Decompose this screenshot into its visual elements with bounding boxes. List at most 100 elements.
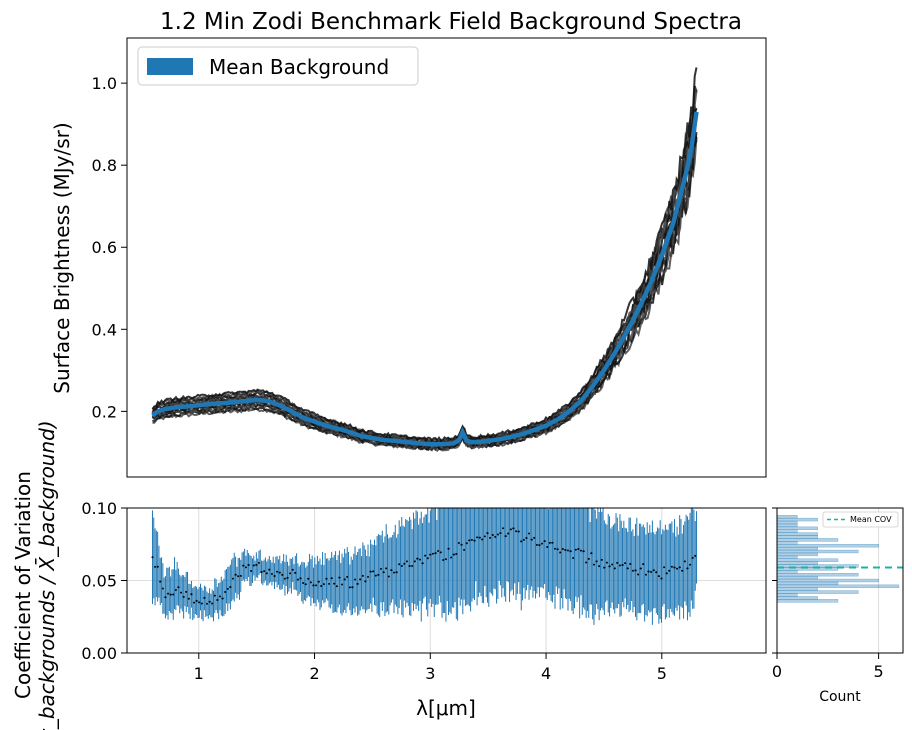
cov-point	[616, 561, 619, 564]
individual-spectrum	[152, 85, 698, 444]
cov-point	[255, 563, 258, 566]
cov-point	[574, 548, 577, 551]
cov-point	[517, 530, 520, 533]
histogram-bar	[776, 535, 818, 539]
cov-point	[634, 569, 637, 572]
cov-point	[224, 591, 227, 594]
cov-point	[244, 566, 247, 569]
histogram-bar	[776, 532, 818, 536]
bottom-x-tick-label: 4	[541, 664, 551, 683]
histogram-bar	[776, 570, 798, 574]
histogram-bar	[776, 584, 900, 588]
cov-point	[239, 574, 242, 577]
cov-point	[400, 564, 403, 567]
cov-point	[522, 538, 525, 541]
cov-point	[535, 543, 538, 546]
cov-point	[431, 552, 434, 555]
cov-point	[520, 540, 523, 543]
cov-point	[598, 565, 601, 568]
cov-point	[418, 558, 421, 561]
cov-point	[499, 532, 502, 535]
bottom-y-ticks: 0.00 0.05 0.10	[81, 499, 127, 663]
cov-point	[299, 577, 302, 580]
cov-point	[494, 535, 497, 538]
cov-point	[237, 575, 240, 578]
cov-point	[200, 602, 203, 605]
cov-point	[351, 586, 354, 589]
cov-point	[582, 550, 585, 553]
cov-point	[650, 571, 653, 574]
histogram-bar	[776, 549, 859, 554]
cov-point	[618, 564, 621, 567]
cov-point	[595, 560, 598, 563]
histogram-y-ticks	[772, 507, 777, 654]
cov-point	[413, 560, 416, 563]
cov-point	[359, 578, 362, 581]
top-legend: Mean Background	[137, 46, 419, 86]
cov-point	[395, 571, 398, 574]
cov-point	[463, 548, 466, 551]
cov-point	[590, 552, 593, 555]
cov-point	[681, 569, 684, 572]
cov-point	[476, 536, 479, 539]
cov-point	[185, 590, 188, 593]
top-y-tick-label: 1.0	[92, 74, 117, 93]
cov-point	[694, 554, 697, 557]
cov-point	[177, 586, 180, 589]
cov-point	[247, 564, 250, 567]
cov-point	[328, 582, 331, 585]
cov-point	[382, 571, 385, 574]
cov-point	[276, 570, 279, 573]
bottom-y-tick-label: 0.05	[81, 572, 117, 591]
mean-background-line	[151, 111, 699, 447]
histogram-bar	[776, 587, 818, 591]
cov-point	[203, 596, 206, 599]
cov-point	[354, 578, 357, 581]
cov-point	[442, 559, 445, 562]
bottom-x-tick-label: 1	[194, 664, 204, 683]
cov-point	[234, 573, 237, 576]
cov-point	[528, 532, 531, 535]
histogram-bar	[776, 555, 798, 559]
cov-point	[457, 542, 460, 545]
cov-point	[286, 576, 289, 579]
cov-point	[377, 573, 380, 576]
cov-point	[252, 564, 255, 567]
histogram-bar	[776, 578, 879, 583]
cov-point	[164, 596, 167, 599]
cov-point	[309, 581, 312, 584]
cov-point	[629, 562, 632, 565]
cov-point	[208, 600, 211, 603]
cov-point	[470, 538, 473, 541]
cov-point	[504, 535, 507, 538]
cov-point	[281, 573, 284, 576]
cov-point	[211, 602, 214, 605]
cov-point	[657, 575, 660, 578]
cov-point	[605, 561, 608, 564]
histogram-bar	[776, 558, 839, 562]
bottom-x-axis-label: λ[μm]	[416, 696, 476, 720]
cov-point	[315, 584, 318, 587]
cov-point	[566, 549, 569, 552]
cov-point	[652, 569, 655, 572]
bottom-y-axis-label-line1: Coefficient of Variation	[11, 471, 35, 699]
cov-point	[585, 561, 588, 564]
cov-point	[478, 536, 481, 539]
cov-point	[668, 569, 671, 572]
cov-point	[655, 571, 658, 574]
cov-point	[367, 575, 370, 578]
cov-point	[206, 602, 209, 605]
cov-point	[624, 562, 627, 565]
cov-point	[689, 563, 692, 566]
cov-point	[335, 585, 338, 588]
histogram-bar	[776, 544, 879, 548]
cov-point	[216, 598, 219, 601]
cov-point	[180, 591, 183, 594]
cov-point	[390, 569, 393, 572]
cov-point	[603, 566, 606, 569]
legend-box	[137, 46, 419, 86]
cov-point	[421, 562, 424, 565]
histogram-bar	[776, 596, 818, 600]
cov-point	[273, 575, 276, 578]
